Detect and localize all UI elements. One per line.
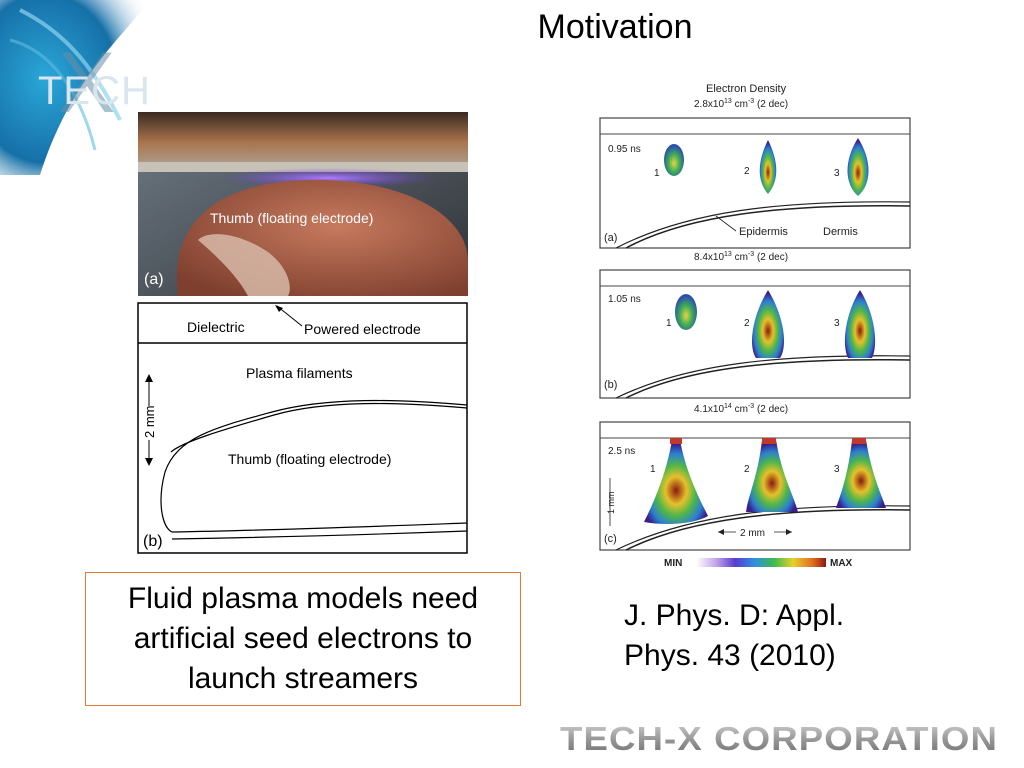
diagram-thumb-label: Thumb (floating electrode) xyxy=(228,451,391,467)
streamer-label-a2: 2 xyxy=(744,166,750,177)
sim-panel-a-time: 0.95 ns xyxy=(608,144,641,155)
callout-box: Fluid plasma models need artificial seed… xyxy=(85,572,521,706)
sim-range-b: 8.4x1013 cm-3 (2 dec) xyxy=(694,251,788,263)
citation: J. Phys. D: Appl. Phys. 43 (2010) xyxy=(624,596,944,676)
footer-brand-text: TECH-X CORPORATION xyxy=(560,720,998,757)
diagram-dielectric-label: Dielectric xyxy=(187,319,245,335)
schematic-diagram: 2 mm Dielectric Powered electrode Plasma… xyxy=(137,302,468,554)
citation-line-1: J. Phys. D: Appl. xyxy=(624,599,845,632)
citation-line-2: Phys. 43 (2010) xyxy=(624,639,836,672)
sim-panel-c-time: 2.5 ns xyxy=(608,446,635,457)
photo-panel-label: (a) xyxy=(144,271,164,288)
sim-panel-a: 0.95 ns (a) Epidermis Dermis 1 2 3 xyxy=(599,117,911,249)
diagram-powered-electrode-label: Powered electrode xyxy=(304,321,421,337)
streamer-label-b1: 1 xyxy=(666,318,672,329)
streamer-label-c3: 3 xyxy=(834,464,840,475)
sim-epidermis-label: Epidermis xyxy=(739,226,788,238)
tech-x-logo: X TECH xyxy=(0,0,151,175)
sim-panel-c-label: (c) xyxy=(604,533,617,545)
slide-title: Motivation xyxy=(537,8,693,46)
streamer-label-c1: 1 xyxy=(650,464,656,475)
streamer-label-a3: 3 xyxy=(834,168,840,179)
sim-panel-b-time: 1.05 ns xyxy=(608,294,641,305)
thumb-photo-illustration: Thumb (floating electrode) (a) xyxy=(138,112,468,296)
streamer-label-b2: 2 xyxy=(744,318,750,329)
sim-panel-c: 2.5 ns (c) 1 2 3 1 mm 2 mm xyxy=(599,421,911,551)
sim-panel-b: 1.05 ns (b) 1 2 3 xyxy=(599,269,911,399)
streamer-label-a1: 1 xyxy=(654,168,660,179)
sim-hscale-label: 2 mm xyxy=(740,528,765,539)
tech-x-corporation-wordmark: TECH-X CORPORATION xyxy=(560,720,998,757)
diagram-scale-label: 2 mm xyxy=(142,406,157,439)
colorbar-max-label: MAX xyxy=(830,558,853,569)
streamer-label-b3: 3 xyxy=(834,318,840,329)
sim-panel-a-label: (a) xyxy=(604,232,617,244)
electron-density-figure: Electron Density 2.8x1013 cm-3 (2 dec) 0… xyxy=(599,83,911,569)
streamer-label-c2: 2 xyxy=(744,464,750,475)
sim-header-range: 2.8x1013 cm-3 (2 dec) xyxy=(694,98,788,110)
sim-vscale-label: 1 mm xyxy=(606,492,616,515)
logo-x-mark: X xyxy=(58,35,115,131)
colorbar-min-label: MIN xyxy=(664,558,682,569)
sim-panel-b-label: (b) xyxy=(604,379,617,391)
photo-thumb-label: Thumb (floating electrode) xyxy=(210,210,373,226)
sim-dermis-label: Dermis xyxy=(823,226,858,238)
callout-text: Fluid plasma models need artificial seed… xyxy=(127,582,479,695)
sim-header-title: Electron Density xyxy=(706,83,787,95)
colorbar xyxy=(696,558,826,567)
thumb-photo: Thumb (floating electrode) (a) xyxy=(138,112,468,296)
logo-tech-text: TECH xyxy=(38,69,151,113)
diagram-panel-label: (b) xyxy=(143,533,163,550)
sim-range-c: 4.1x1014 cm-3 (2 dec) xyxy=(694,403,788,415)
diagram-plasma-filaments-label: Plasma filaments xyxy=(246,365,353,381)
